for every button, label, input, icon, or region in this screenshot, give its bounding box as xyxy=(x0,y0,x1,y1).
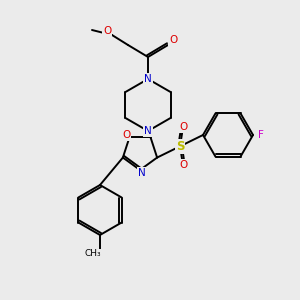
Text: O: O xyxy=(122,130,130,140)
Text: O: O xyxy=(103,26,111,36)
Text: CH₃: CH₃ xyxy=(85,250,101,259)
Text: S: S xyxy=(176,140,184,153)
Text: F: F xyxy=(258,130,264,140)
Text: N: N xyxy=(138,168,146,178)
Text: O: O xyxy=(179,160,187,170)
Text: O: O xyxy=(169,35,177,45)
Text: O: O xyxy=(179,122,187,132)
Text: N: N xyxy=(144,74,152,84)
Text: N: N xyxy=(144,126,152,136)
